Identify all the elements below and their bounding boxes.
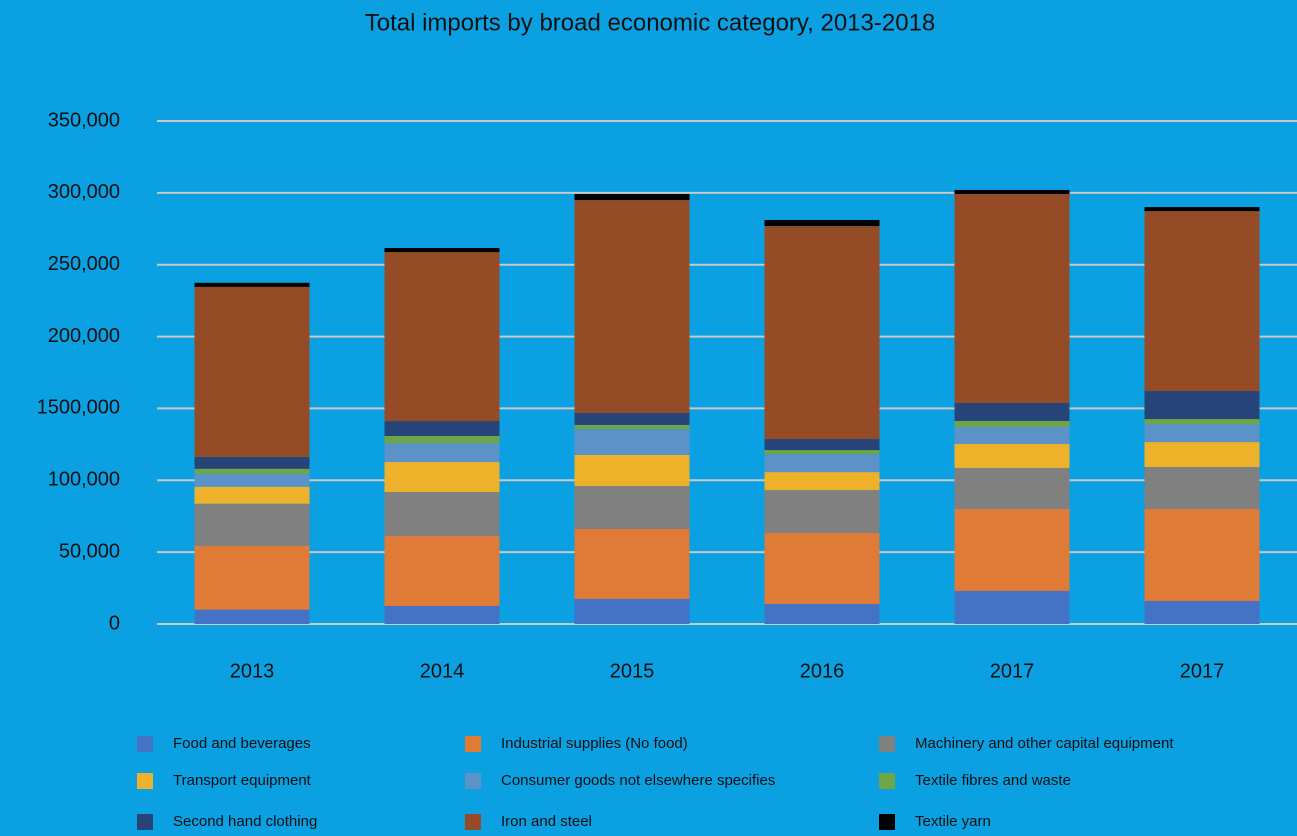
bar-segment [954,402,1070,421]
bar-segment [574,486,690,530]
bar-segment [1144,424,1260,443]
bar-segment [764,226,880,440]
bar-segment [574,598,690,624]
legend-label: Transport equipment [173,772,312,789]
x-tick-label: 2013 [230,660,275,682]
y-tick-label: 350,000 [48,109,120,131]
legend-swatch [465,814,481,830]
bar-segment [764,220,880,227]
legend-label: Food and beverages [173,735,311,752]
bar-segment [764,472,880,491]
legend-label: Industrial supplies (No food) [501,735,688,752]
bar-segment [764,439,880,451]
bar-segment [954,189,1070,195]
legend-label: Iron and steel [501,813,592,830]
bar-segment [1144,601,1260,624]
bar-segment [384,462,500,493]
legend-swatch [879,736,895,752]
bar-segment [194,486,310,504]
bar-segment [194,282,310,287]
bar-segment [954,426,1070,444]
y-tick-label: 50,000 [59,540,120,562]
bar-segment [574,413,690,425]
bar-segment [1144,207,1260,212]
bar-segment [194,456,310,469]
y-tick-label: 100,000 [48,469,120,491]
bar-segment [954,443,1070,468]
bar-segment [764,604,880,624]
x-tick-label: 2014 [420,660,465,682]
x-tick-label: 2017 [990,660,1035,682]
bar-segment [954,467,1070,509]
legend-label: Machinery and other capital equipment [915,735,1174,752]
bar-segment [384,436,500,444]
legend-swatch [137,814,153,830]
legend-swatch [137,736,153,752]
legend-label: Second hand clothing [173,813,317,830]
y-tick-label: 1500,000 [37,397,120,419]
bar-segment [764,533,880,605]
bar-segment [384,252,500,422]
bar-segment [574,194,690,201]
legend-swatch [879,773,895,789]
bar-segment [194,468,310,474]
bar-segment [384,248,500,253]
bar-segment [1144,419,1260,425]
bar-segment [574,529,690,599]
x-tick-label: 2016 [800,660,845,682]
bar-segment [1144,509,1260,602]
bar-segment [764,490,880,534]
y-tick-label: 0 [109,612,120,634]
x-tick-label: 2015 [610,660,655,682]
legend-swatch [465,736,481,752]
bar-segment [1144,442,1260,468]
bar-segment [574,428,690,455]
bar-segment [954,590,1070,624]
y-tick-label: 250,000 [48,253,120,275]
bar-segment [1144,211,1260,392]
bar-segment [384,536,500,607]
bar-segment [384,492,500,537]
bar-segment [384,421,500,437]
bar-segment [384,606,500,624]
legend-swatch [137,773,153,789]
legend-label: Textile yarn [915,813,991,830]
legend-swatch [879,814,895,830]
bar-segment [954,420,1070,427]
bar-segment [1144,391,1260,420]
legend-swatch [465,773,481,789]
bar-segment [1144,467,1260,510]
bar-segment [194,473,310,487]
bar-segment [954,194,1070,403]
bar-segment [194,286,310,457]
bar-segment [194,609,310,624]
bar-segment [384,443,500,463]
bar-segment [574,454,690,487]
bar-segment [574,424,690,429]
legend-label: Textile fibres and waste [915,772,1071,789]
y-tick-label: 300,000 [48,181,120,203]
chart-title: Total imports by broad economic category… [365,9,936,36]
bar-segment [194,503,310,546]
bar-segment [194,545,310,610]
x-tick-label: 2017 [1180,660,1225,682]
bar-segment [764,450,880,455]
bar-segment [574,200,690,414]
legend-label: Consumer goods not elsewhere specifies [501,772,775,789]
y-tick-label: 200,000 [48,325,120,347]
bar-segment [954,508,1070,591]
bar-segment [764,454,880,473]
